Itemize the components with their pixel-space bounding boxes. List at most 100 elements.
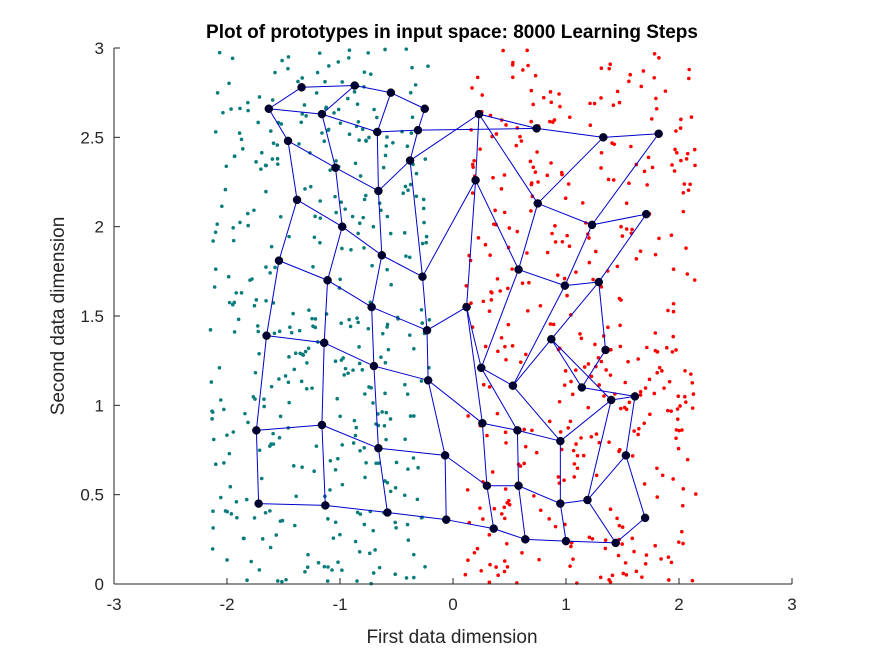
right-class-point <box>528 159 533 164</box>
left-class-point <box>380 331 385 336</box>
right-class-point <box>655 466 659 471</box>
right-class-point <box>607 440 611 445</box>
left-class-point <box>271 431 275 436</box>
right-class-point <box>627 400 632 405</box>
prototype-node <box>489 524 498 533</box>
right-class-point <box>643 561 648 566</box>
right-class-point <box>560 172 564 177</box>
left-class-point <box>394 526 398 530</box>
left-class-point <box>286 55 291 59</box>
left-class-point <box>308 184 313 189</box>
right-class-point <box>590 536 595 541</box>
right-class-point <box>490 470 495 474</box>
left-class-point <box>229 512 234 516</box>
right-class-point <box>481 382 486 387</box>
right-class-point <box>615 516 619 521</box>
left-class-point <box>372 107 376 112</box>
y-tick-label: 3 <box>95 39 104 58</box>
right-class-point <box>550 231 554 236</box>
left-class-point <box>383 153 388 158</box>
right-class-point <box>526 63 530 68</box>
left-class-point <box>303 187 307 191</box>
right-class-point <box>657 236 661 241</box>
left-class-point <box>264 265 268 269</box>
lattice-edge <box>564 224 593 286</box>
right-class-point <box>507 226 512 230</box>
lattice-edge <box>466 180 477 308</box>
right-class-point <box>645 183 649 187</box>
left-class-point <box>275 579 280 583</box>
left-class-point <box>411 456 416 460</box>
right-class-point <box>530 428 534 433</box>
lattice-edge <box>378 447 446 456</box>
right-class-point <box>533 170 538 174</box>
right-class-point <box>494 565 498 569</box>
left-class-point <box>393 520 397 525</box>
left-class-point <box>366 326 371 331</box>
left-class-point <box>363 475 367 480</box>
left-class-point <box>208 328 213 332</box>
lattice-edge <box>417 127 537 131</box>
left-class-point <box>333 359 338 363</box>
left-class-point <box>324 105 329 110</box>
right-class-point <box>553 524 558 529</box>
lattice-edge <box>427 379 483 424</box>
left-class-point <box>379 355 383 360</box>
right-class-point <box>615 264 620 269</box>
lattice-edge <box>493 528 526 540</box>
left-class-point <box>230 56 235 61</box>
left-class-point <box>312 469 316 474</box>
prototype-node <box>577 383 587 392</box>
left-class-point <box>291 311 295 316</box>
left-class-point <box>404 576 409 580</box>
right-class-point <box>501 48 505 53</box>
right-class-point <box>632 429 636 433</box>
axes-layer: -3 -2 -1 0 1 2 3 0 0.5 1 1.5 2 2.5 3 <box>80 39 796 614</box>
left-class-point <box>239 291 244 295</box>
lattice-edge <box>480 367 518 431</box>
left-class-point <box>286 380 291 385</box>
lattice-edge <box>550 281 600 340</box>
left-class-point <box>283 374 288 378</box>
right-class-point <box>480 93 485 97</box>
left-class-point <box>407 255 412 260</box>
right-class-point <box>522 427 526 432</box>
left-class-point <box>293 351 298 356</box>
lattice-edge <box>287 140 298 200</box>
right-class-point <box>518 134 522 139</box>
left-class-point <box>388 231 393 236</box>
prototype-node <box>514 481 523 490</box>
right-class-point <box>664 345 669 350</box>
left-class-point <box>352 418 357 423</box>
left-class-point <box>305 565 310 569</box>
right-class-point <box>503 344 507 349</box>
lattice-edge <box>278 260 328 281</box>
right-class-point <box>641 69 646 73</box>
right-class-point <box>608 580 613 584</box>
right-class-point <box>642 169 647 174</box>
right-class-point <box>675 417 680 421</box>
left-class-point <box>241 536 246 541</box>
left-class-point <box>322 564 327 569</box>
left-class-point <box>412 414 416 418</box>
left-class-point <box>376 461 381 465</box>
lattice-edge <box>466 306 482 368</box>
left-class-point <box>342 373 346 377</box>
left-class-point <box>326 517 330 521</box>
right-class-point <box>579 436 583 440</box>
lattice-edge <box>564 281 599 287</box>
right-class-point <box>683 368 687 373</box>
left-class-point <box>238 106 242 111</box>
right-class-point <box>674 436 678 441</box>
prototype-node <box>297 83 306 92</box>
left-class-point <box>360 368 365 372</box>
right-class-point <box>615 89 620 94</box>
right-class-point <box>502 569 507 574</box>
prototype-node <box>471 175 480 185</box>
lattice-edge <box>287 140 336 169</box>
right-class-point <box>636 432 640 437</box>
lattice-edge <box>478 113 539 204</box>
prototype-node <box>317 420 327 430</box>
right-class-point <box>660 369 664 373</box>
x-axis-title: First data dimension <box>366 627 537 648</box>
